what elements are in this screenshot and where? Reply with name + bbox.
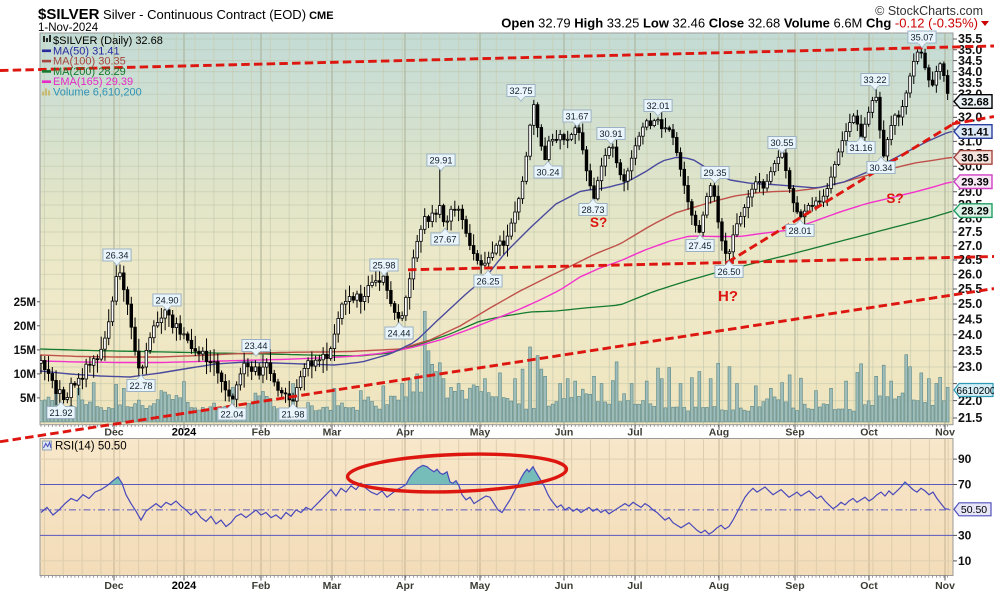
svg-text:30.35: 30.35	[961, 152, 989, 164]
svg-text:25.0: 25.0	[958, 297, 982, 311]
svg-text:28.73: 28.73	[582, 205, 605, 215]
svg-text:24.0: 24.0	[958, 328, 982, 342]
svg-text:26.34: 26.34	[106, 250, 129, 260]
svg-text:32.0: 32.0	[958, 111, 982, 125]
svg-text:Mar: Mar	[323, 580, 342, 592]
svg-text:Nov: Nov	[935, 427, 955, 439]
svg-text:26.0: 26.0	[958, 268, 982, 282]
svg-text:22.78: 22.78	[130, 381, 153, 391]
svg-text:29.39: 29.39	[961, 177, 989, 189]
svg-text:May: May	[470, 580, 491, 592]
svg-text:Sep: Sep	[785, 427, 804, 439]
svg-text:Dec: Dec	[104, 580, 123, 592]
svg-text:Open 32.79 High 33.25 Low 32.4: Open 32.79 High 33.25 Low 32.46 Close 32…	[501, 16, 978, 31]
svg-text:EMA(165) 29.39: EMA(165) 29.39	[53, 76, 133, 88]
svg-text:22.0: 22.0	[958, 394, 982, 408]
svg-text:29.35: 29.35	[704, 168, 727, 178]
svg-text:23.0: 23.0	[958, 360, 982, 374]
svg-text:Jun: Jun	[555, 427, 574, 439]
svg-text:21.98: 21.98	[282, 409, 305, 419]
svg-text:33.5: 33.5	[958, 76, 982, 90]
svg-text:Aug: Aug	[709, 427, 729, 439]
svg-text:27.0: 27.0	[958, 239, 982, 253]
svg-text:S?: S?	[590, 215, 607, 230]
svg-text:29.91: 29.91	[430, 155, 453, 165]
svg-text:H?: H?	[718, 288, 738, 305]
svg-text:31.16: 31.16	[850, 143, 873, 153]
svg-text:2024: 2024	[172, 427, 197, 439]
svg-text:30.34: 30.34	[870, 163, 893, 173]
svg-text:Nov: Nov	[935, 580, 955, 592]
svg-text:22.04: 22.04	[221, 409, 244, 419]
svg-text:50.50: 50.50	[961, 504, 987, 516]
svg-text:2024: 2024	[172, 580, 197, 592]
svg-text:Apr: Apr	[396, 580, 414, 592]
svg-text:27.67: 27.67	[434, 234, 457, 244]
svg-text:May: May	[470, 427, 491, 439]
svg-text:Jun: Jun	[555, 580, 574, 592]
svg-text:$SILVER (Daily) 32.68: $SILVER (Daily) 32.68	[53, 35, 163, 47]
svg-text:Feb: Feb	[252, 580, 271, 592]
svg-text:35.0: 35.0	[958, 43, 982, 57]
svg-text:35.5: 35.5	[958, 32, 982, 46]
svg-text:S?: S?	[886, 191, 903, 206]
svg-text:34.5: 34.5	[958, 54, 982, 68]
svg-text:32.75: 32.75	[510, 86, 533, 96]
svg-text:Jul: Jul	[627, 427, 642, 439]
svg-text:1-Nov-2024: 1-Nov-2024	[38, 22, 99, 34]
svg-text:27.45: 27.45	[689, 241, 712, 251]
svg-text:70: 70	[958, 478, 972, 492]
svg-text:21.5: 21.5	[958, 411, 982, 425]
svg-text:28.01: 28.01	[789, 226, 812, 236]
svg-text:10M: 10M	[14, 369, 36, 381]
svg-text:MA(50) 31.41: MA(50) 31.41	[53, 45, 120, 57]
svg-text:$SILVER Silver - Continuous Co: $SILVER Silver - Continuous Contract (EO…	[38, 6, 334, 23]
svg-text:Jul: Jul	[627, 580, 642, 592]
svg-text:34.0: 34.0	[958, 65, 982, 79]
svg-text:MA(200) 28.29: MA(200) 28.29	[53, 66, 126, 78]
svg-text:30: 30	[958, 528, 972, 542]
svg-text:26.50: 26.50	[718, 267, 741, 277]
svg-text:5M: 5M	[20, 393, 36, 405]
svg-text:32.68: 32.68	[961, 97, 989, 109]
svg-text:26.25: 26.25	[477, 276, 500, 286]
svg-text:Volume 6,610,200: Volume 6,610,200	[53, 87, 142, 99]
svg-text:10: 10	[958, 554, 972, 568]
svg-text:Oct: Oct	[860, 427, 878, 439]
svg-text:15M: 15M	[14, 345, 36, 357]
svg-text:33.22: 33.22	[864, 75, 887, 85]
svg-text:25M: 25M	[14, 297, 36, 309]
svg-text:Sep: Sep	[785, 580, 804, 592]
svg-text:31.41: 31.41	[961, 127, 989, 139]
svg-text:32.01: 32.01	[647, 101, 670, 111]
svg-text:27.5: 27.5	[958, 225, 982, 239]
svg-text:26.5: 26.5	[958, 253, 982, 267]
svg-text:Feb: Feb	[252, 427, 271, 439]
svg-text:28.29: 28.29	[961, 206, 989, 218]
svg-text:25.5: 25.5	[958, 282, 982, 296]
svg-text:Apr: Apr	[396, 427, 414, 439]
svg-text:Mar: Mar	[323, 427, 342, 439]
svg-text:6610200: 6610200	[957, 386, 994, 397]
svg-text:24.90: 24.90	[156, 295, 179, 305]
svg-text:Aug: Aug	[709, 580, 729, 592]
svg-text:Oct: Oct	[860, 580, 878, 592]
svg-text:23.5: 23.5	[958, 344, 982, 358]
svg-text:© StockCharts.com: © StockCharts.com	[875, 4, 983, 18]
svg-text:25.98: 25.98	[373, 260, 396, 270]
svg-text:30.91: 30.91	[600, 129, 623, 139]
svg-text:30.24: 30.24	[537, 167, 560, 177]
svg-text:90: 90	[958, 452, 972, 466]
svg-text:RSI(14) 50.50: RSI(14) 50.50	[55, 441, 127, 453]
svg-text:30.55: 30.55	[771, 138, 794, 148]
svg-text:MA(100) 30.35: MA(100) 30.35	[53, 56, 126, 68]
svg-text:Dec: Dec	[104, 427, 123, 439]
svg-text:21.92: 21.92	[50, 408, 73, 418]
svg-text:20M: 20M	[14, 321, 36, 333]
svg-text:24.5: 24.5	[958, 313, 982, 327]
svg-text:31.67: 31.67	[566, 111, 589, 121]
svg-text:23.44: 23.44	[245, 341, 268, 351]
svg-text:24.44: 24.44	[388, 328, 411, 338]
svg-text:35.07: 35.07	[911, 32, 934, 42]
